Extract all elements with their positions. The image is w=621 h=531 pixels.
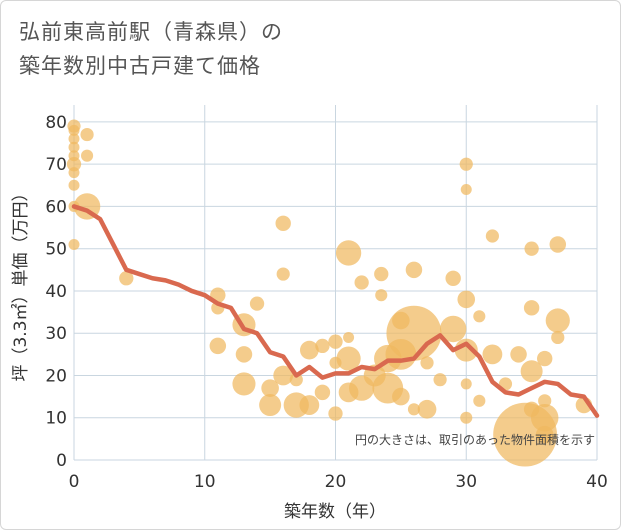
scatter-point xyxy=(81,149,94,162)
scatter-point xyxy=(524,241,539,256)
y-tick-label: 0 xyxy=(56,451,67,471)
scatter-point xyxy=(417,399,437,419)
scatter-point xyxy=(232,372,256,396)
x-tick-label: 20 xyxy=(325,472,347,492)
scatter-point xyxy=(445,270,461,286)
scatter-point xyxy=(209,337,227,355)
scatter-point xyxy=(520,360,543,383)
y-tick-label: 80 xyxy=(45,113,67,133)
x-tick-label: 30 xyxy=(455,472,477,492)
x-tick-labels: 0 10 20 30 40 xyxy=(69,472,608,492)
scatter-point xyxy=(530,403,559,432)
scatter-point xyxy=(537,350,553,367)
scatter-point xyxy=(538,394,552,408)
scatter-point xyxy=(336,346,361,371)
scatter-point xyxy=(119,271,134,286)
scatter-point xyxy=(315,338,330,354)
scatter-point xyxy=(439,315,467,343)
y-tick-label: 20 xyxy=(45,366,67,386)
y-axis-label: 坪（3.3㎡）単価（万円） xyxy=(11,184,31,381)
scatter-point xyxy=(459,157,473,171)
scatter-point xyxy=(289,373,303,387)
scatter-point xyxy=(545,308,570,333)
scatter-point xyxy=(473,394,486,407)
scatter-point xyxy=(328,406,343,421)
scatter-point xyxy=(510,346,527,363)
scatter-point xyxy=(68,133,80,145)
scatter-point xyxy=(535,425,554,444)
y-tick-label: 30 xyxy=(45,324,67,344)
scatter-point xyxy=(460,378,472,390)
scatter-point xyxy=(549,236,567,253)
scatter-point xyxy=(482,344,503,365)
scatter-point xyxy=(80,127,94,142)
bubble-series xyxy=(66,119,593,467)
scatter-point xyxy=(68,238,80,250)
scatter-point xyxy=(66,157,82,172)
scatter-point xyxy=(335,240,362,266)
y-tick-label: 10 xyxy=(45,409,67,429)
chart-title-line-2: 築年数別中古戸建て価格 xyxy=(19,54,261,78)
chart-title: 弘前東高前駅（青森県）の 築年数別中古戸建て価格 xyxy=(19,15,283,83)
x-tick-label: 10 xyxy=(194,472,216,492)
x-tick-label: 40 xyxy=(586,472,608,492)
scatter-point xyxy=(235,346,253,363)
scatter-point xyxy=(420,356,434,370)
scatter-point xyxy=(68,179,80,191)
y-tick-label: 40 xyxy=(45,282,67,302)
scatter-point xyxy=(551,330,565,345)
scatter-point xyxy=(405,261,423,279)
scatter-point xyxy=(276,267,290,281)
trend-series xyxy=(71,204,600,418)
chart-title-line-1: 弘前東高前駅（青森県）の xyxy=(19,20,283,44)
x-tick-label: 0 xyxy=(69,472,80,492)
scatter-point xyxy=(328,334,343,349)
scatter-point xyxy=(523,300,540,316)
x-axis-label: 築年数（年） xyxy=(284,502,386,522)
scatter-point xyxy=(407,403,421,416)
scatter-point xyxy=(433,373,447,387)
scatter-point xyxy=(68,124,80,136)
scatter-point xyxy=(68,167,80,179)
grid-lines xyxy=(73,105,598,461)
scatter-point xyxy=(261,379,279,397)
scatter-point xyxy=(343,331,355,343)
scatter-point xyxy=(375,289,388,302)
scatter-point xyxy=(299,395,320,415)
y-tick-label: 70 xyxy=(45,155,67,175)
size-note: 円の大きさは、取引のあった物件面積を示す xyxy=(355,432,595,447)
scatter-point xyxy=(273,365,294,386)
scatter-point xyxy=(460,411,473,424)
scatter-point xyxy=(300,340,319,360)
scatter-point xyxy=(485,229,499,243)
scatter-point xyxy=(275,215,291,232)
y-tick-label: 60 xyxy=(45,197,67,217)
scatter-point xyxy=(314,384,331,401)
y-tick-labels: 0 10 20 30 40 50 60 70 80 xyxy=(45,113,67,471)
scatter-point xyxy=(392,387,410,406)
scatter-point xyxy=(249,296,265,311)
trend-line xyxy=(71,204,600,418)
scatter-point xyxy=(68,141,80,153)
scatter-point xyxy=(457,290,476,309)
scatter-point xyxy=(259,394,282,417)
y-tick-label: 50 xyxy=(45,240,67,260)
scatter-point xyxy=(354,275,369,290)
scatter-point xyxy=(374,266,389,282)
scatter-point xyxy=(473,310,486,323)
scatter-point xyxy=(386,305,442,361)
scatter-point xyxy=(460,184,472,196)
